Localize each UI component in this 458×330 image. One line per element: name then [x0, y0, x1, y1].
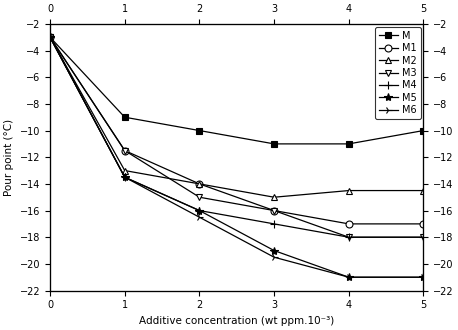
M2: [421, 188, 426, 192]
M3: [122, 148, 127, 152]
M3: [196, 195, 202, 199]
Line: M5: M5: [46, 33, 428, 281]
M6: [196, 215, 202, 219]
M2: [272, 195, 277, 199]
M4: [47, 35, 53, 39]
M2: [346, 188, 352, 192]
M5: [196, 209, 202, 213]
Line: M: M: [47, 34, 427, 148]
M5: [272, 248, 277, 252]
X-axis label: Additive concentration (wt ppm.10⁻³): Additive concentration (wt ppm.10⁻³): [139, 316, 334, 326]
M3: [421, 235, 426, 239]
Legend: M, M1, M2, M3, M4, M5, M6: M, M1, M2, M3, M4, M5, M6: [375, 27, 420, 119]
M1: [272, 209, 277, 213]
Y-axis label: Pour point (°C): Pour point (°C): [4, 119, 14, 196]
M3: [272, 209, 277, 213]
M5: [122, 175, 127, 179]
M1: [47, 35, 53, 39]
M6: [272, 255, 277, 259]
Line: M4: M4: [46, 33, 428, 241]
M4: [272, 222, 277, 226]
M2: [196, 182, 202, 186]
Line: M1: M1: [47, 34, 427, 227]
Line: M6: M6: [46, 33, 428, 281]
M6: [122, 175, 127, 179]
M1: [346, 222, 352, 226]
M5: [346, 275, 352, 279]
M3: [47, 35, 53, 39]
M4: [196, 209, 202, 213]
Line: M3: M3: [47, 34, 427, 241]
M2: [122, 169, 127, 173]
M3: [346, 235, 352, 239]
M6: [421, 275, 426, 279]
M1: [122, 148, 127, 152]
M6: [47, 35, 53, 39]
M4: [346, 235, 352, 239]
M: [346, 142, 352, 146]
M1: [421, 222, 426, 226]
M5: [421, 275, 426, 279]
M2: [47, 35, 53, 39]
M: [421, 129, 426, 133]
M: [272, 142, 277, 146]
M: [47, 35, 53, 39]
M5: [47, 35, 53, 39]
M: [122, 115, 127, 119]
M6: [346, 275, 352, 279]
M1: [196, 182, 202, 186]
M4: [421, 235, 426, 239]
M: [196, 129, 202, 133]
Line: M2: M2: [47, 34, 427, 201]
M4: [122, 175, 127, 179]
